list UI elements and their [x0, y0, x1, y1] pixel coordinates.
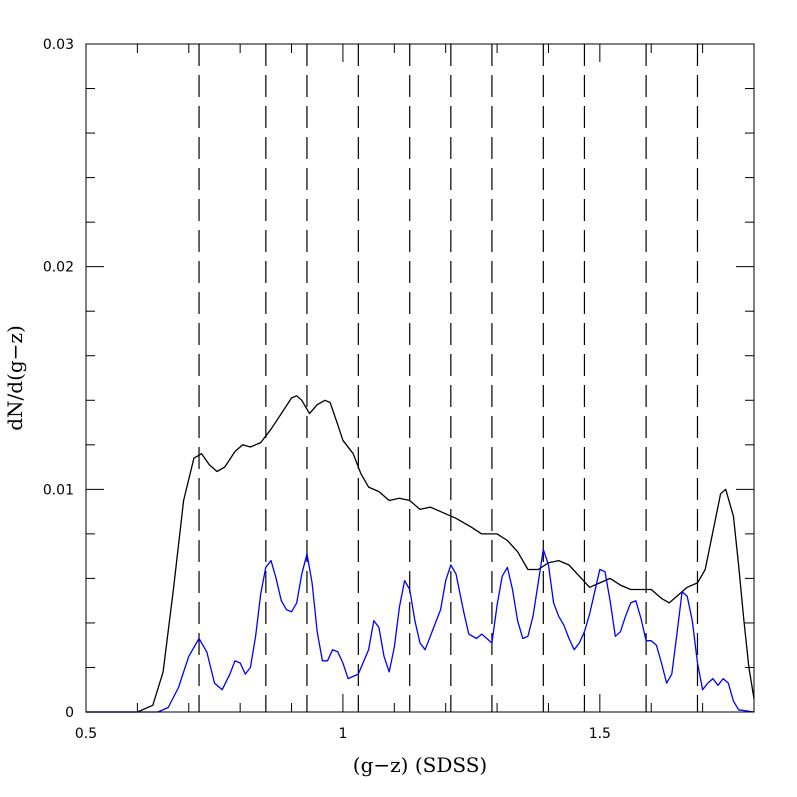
- x-tick-label: 1.5: [589, 726, 611, 742]
- x-tick-label: 0.5: [75, 726, 97, 742]
- dashed-vertical-lines: [198, 44, 699, 712]
- axis-ticks: [85, 43, 755, 713]
- y-axis-label: dN/d(g−z): [3, 325, 27, 431]
- y-tick-label: 0.02: [43, 260, 74, 276]
- series-line-1: [86, 395, 755, 713]
- x-axis-label: (g−z) (SDSS): [353, 753, 487, 777]
- plot-frame: [85, 43, 755, 713]
- y-tick-label: 0: [65, 705, 74, 721]
- y-tick-label: 0.03: [43, 37, 74, 53]
- tick-labels: 0.5 1 1.5 0 0.01 0.02 0.03: [43, 37, 611, 742]
- y-tick-label: 0.01: [43, 482, 74, 498]
- series-line-2: [86, 548, 755, 713]
- x-tick-label: 1: [338, 726, 347, 742]
- series-layer: [86, 395, 755, 713]
